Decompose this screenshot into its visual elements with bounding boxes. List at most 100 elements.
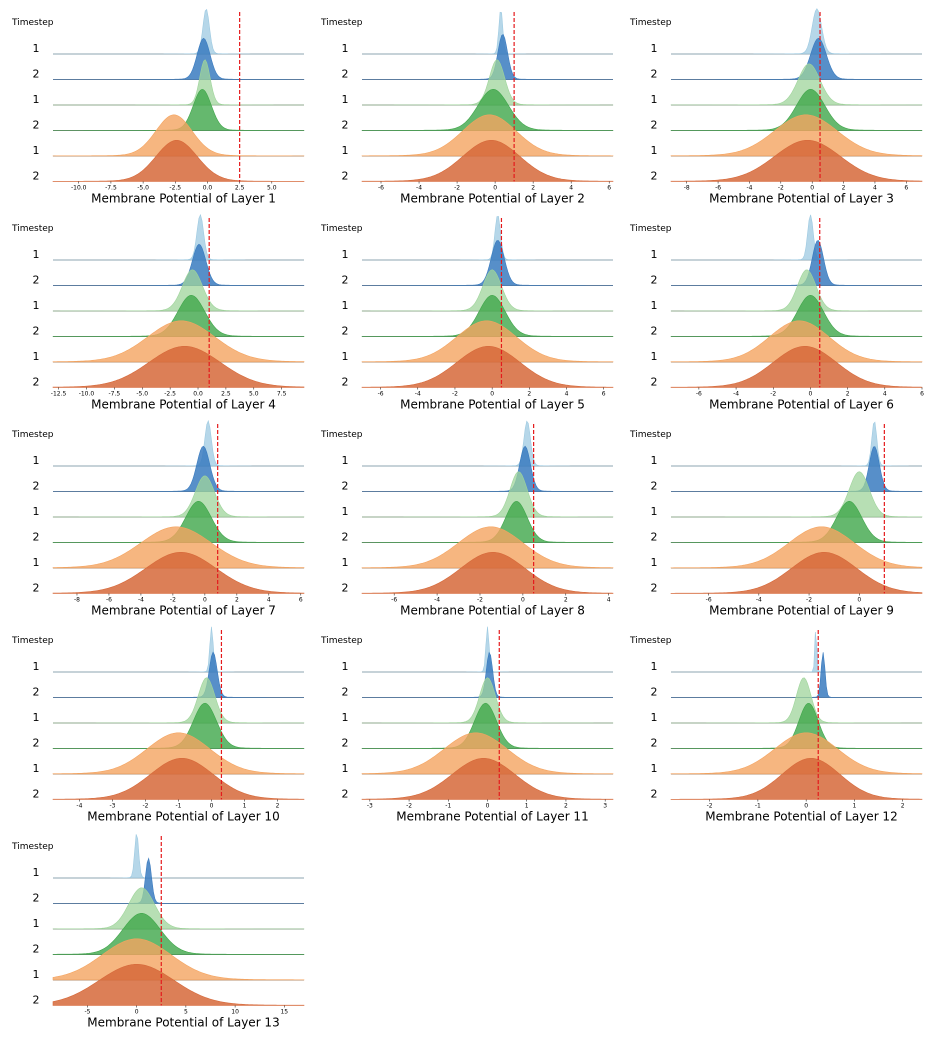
x-tick-label: 10	[231, 1009, 239, 1016]
density-ridge-5	[361, 526, 614, 569]
x-tick-label: -3	[367, 803, 373, 810]
row-label: 2	[651, 788, 658, 801]
density-ridge-4	[670, 88, 923, 131]
x-tick-label: -4	[733, 391, 739, 398]
density-ridge-2	[671, 446, 923, 492]
x-tick-label: 2	[527, 391, 531, 398]
row-label: 2	[33, 274, 40, 287]
x-tick-label: -12.5	[51, 391, 67, 398]
density-ridge-1	[53, 8, 304, 55]
x-tick-label: 2	[235, 597, 239, 604]
row-label: 1	[342, 144, 349, 157]
density-ridge-6	[361, 345, 614, 388]
row-label: 2	[33, 582, 40, 595]
density-ridge-2	[671, 37, 923, 80]
x-tick-label: 6	[602, 391, 606, 398]
row-label: 1	[651, 454, 658, 467]
panel-layer-6: Timestep 1 2 1 2 1 2 -6 -4 -2 0 2 4 6 Membrane Potenti…	[629, 214, 924, 412]
x-tick-label: 0	[493, 185, 497, 192]
density-ridge-5	[670, 732, 923, 775]
x-tick-label: 0	[521, 597, 525, 604]
density-ridge-4	[361, 294, 614, 337]
row-label: 1	[342, 556, 349, 569]
row-label: 2	[33, 480, 40, 493]
panel-layer-11: Timestep 1 2 1 2 1 2 -3 -2 -1 0 1 2 3 Membrane Potenti…	[320, 626, 614, 824]
density-ridge-1	[53, 626, 304, 673]
row-label: 2	[342, 582, 349, 595]
row-label: 2	[342, 170, 349, 183]
row-label: 1	[33, 248, 40, 261]
x-axis-label: Membrane Potential of Layer 1	[91, 192, 276, 206]
panel-layer-5: Timestep 1 2 1 2 1 2 -6 -4 -2 0 2 4 6 Membrane Potenti…	[320, 216, 614, 412]
x-axis-label: Membrane Potential of Layer 5	[400, 398, 585, 412]
x-tick-label: 2	[901, 803, 905, 810]
x-tick-label: 1	[525, 803, 529, 810]
row-label: 2	[342, 480, 349, 493]
row-label: 2	[651, 119, 658, 132]
x-tick-label: -6	[706, 597, 712, 604]
density-ridge-2	[53, 37, 305, 80]
density-ridge-4	[52, 294, 305, 337]
timestep-label: Timestep	[320, 224, 363, 234]
x-tick-label: 2	[276, 803, 280, 810]
timestep-label: Timestep	[320, 636, 363, 646]
x-tick-label: 4	[267, 597, 271, 604]
density-ridge-6	[361, 757, 614, 800]
row-label: 2	[33, 170, 40, 183]
row-label: 1	[33, 505, 40, 518]
x-tick-label: 2	[564, 803, 568, 810]
panel-layer-4: Timestep 1 2 1 2 1 2 -12.5 -10.0 -7.5 -5.0 -2.5 0.0 2…	[11, 213, 305, 412]
row-label: 2	[342, 788, 349, 801]
x-tick-label: -4	[434, 597, 440, 604]
density-ridge-1	[53, 419, 304, 467]
density-ridge-1	[362, 626, 613, 673]
row-label: 2	[651, 274, 658, 287]
density-ridge-1	[362, 11, 613, 55]
row-label: 1	[33, 454, 40, 467]
x-tick-label: -2	[707, 803, 713, 810]
density-ridge-2	[362, 445, 614, 492]
x-tick-label: 1	[243, 803, 247, 810]
x-axis-label: Membrane Potential of Layer 11	[396, 810, 588, 824]
x-tick-label: -5	[84, 1009, 90, 1016]
x-tick-label: 0	[486, 803, 490, 810]
timestep-label: Timestep	[320, 18, 363, 28]
x-tick-label: -6	[391, 597, 397, 604]
x-tick-label: 5.0	[267, 185, 277, 192]
x-tick-label: -2.5	[169, 185, 181, 192]
row-label: 2	[33, 994, 40, 1007]
density-ridge-6	[52, 345, 305, 388]
panel-layer-1: Timestep 1 2 1 2 1 2 -10.0 -7.5 -5.0 -2.5 0.0 2.5 5.0…	[11, 8, 305, 206]
row-label: 2	[651, 376, 658, 389]
x-tick-label: -8	[74, 597, 80, 604]
row-label: 1	[33, 42, 40, 55]
timestep-label: Timestep	[11, 842, 54, 852]
row-label: 2	[342, 68, 349, 81]
x-tick-label: -6	[106, 597, 112, 604]
row-label: 2	[651, 582, 658, 595]
density-ridge-5	[52, 732, 305, 775]
row-label: 1	[342, 505, 349, 518]
x-tick-label: 1	[853, 803, 857, 810]
timestep-label: Timestep	[11, 430, 54, 440]
x-tick-label: 0	[809, 391, 813, 398]
row-label: 2	[33, 788, 40, 801]
x-tick-label: -4	[416, 185, 422, 192]
x-tick-label: 2	[842, 185, 846, 192]
x-tick-label: 0.0	[203, 185, 213, 192]
x-tick-label: 4	[569, 185, 573, 192]
density-ridge-4	[670, 294, 923, 337]
row-label: 2	[33, 68, 40, 81]
density-ridge-5	[670, 320, 923, 363]
row-label: 1	[33, 866, 40, 879]
density-ridge-6	[361, 551, 614, 594]
timestep-label: Timestep	[629, 224, 672, 234]
row-label: 2	[651, 480, 658, 493]
row-label: 2	[342, 274, 349, 287]
x-tick-label: -6	[715, 185, 721, 192]
x-tick-label: 6	[299, 597, 303, 604]
density-ridge-1	[671, 8, 922, 55]
density-ridge-5	[52, 320, 305, 363]
